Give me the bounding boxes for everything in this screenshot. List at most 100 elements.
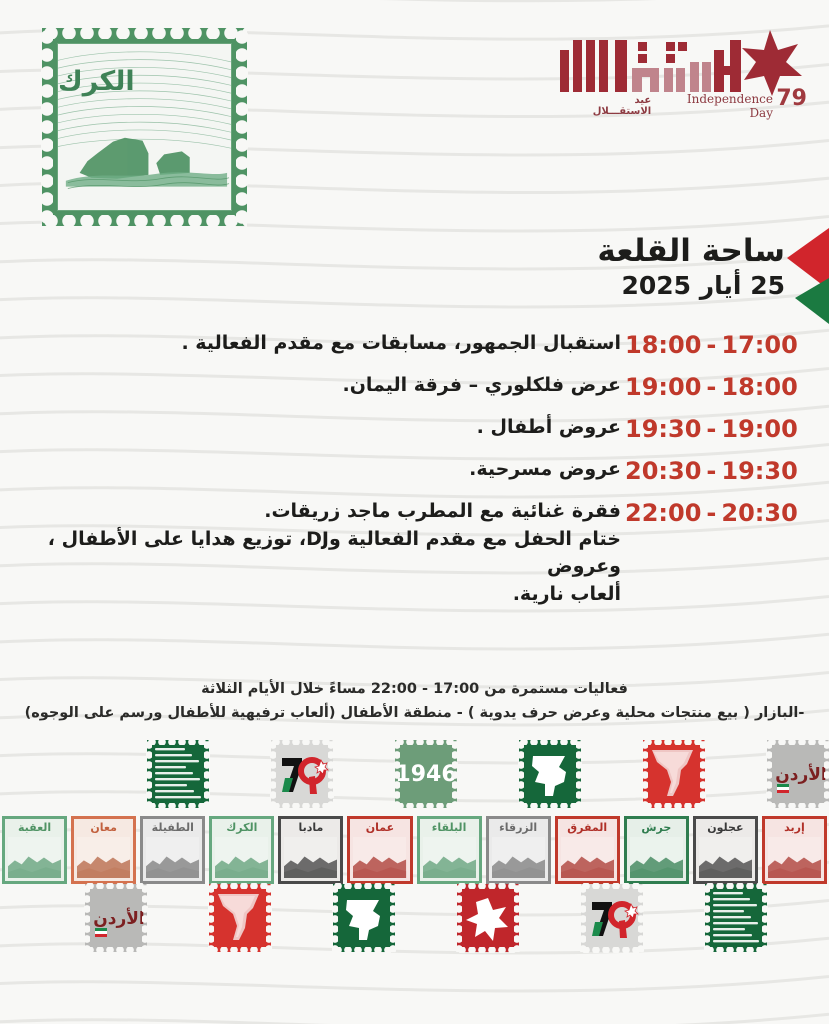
- city-stamp-label: مادبا: [298, 821, 324, 834]
- city-stamp: الزرقاء: [485, 816, 551, 884]
- strip-stamp-text-lines: [704, 883, 768, 953]
- calligraphy-lines-icon: [147, 740, 209, 808]
- city-stamp-label: البلقاء: [431, 821, 467, 834]
- city-photo-illustration: [77, 837, 131, 878]
- stamp-perforation: [85, 947, 147, 953]
- strip-stamp-keffiyeh-map: [642, 739, 706, 809]
- city-stamp-photo: [8, 837, 62, 878]
- jordan-wordmark-icon: الأردن: [767, 740, 829, 808]
- stamp-perforation: [204, 740, 210, 808]
- stamp-strip-gap: [457, 740, 519, 808]
- stamp-perforation: [394, 740, 400, 808]
- stamp-perforation: [705, 947, 767, 953]
- city-stamp-label: إربد: [784, 821, 805, 834]
- stamp-perforation: [147, 803, 209, 809]
- strip-stamp-body: [519, 740, 581, 808]
- stamp-perforation: [333, 883, 395, 889]
- schedule-time-start: 18:00: [721, 373, 798, 401]
- stamp-perforation: [271, 739, 333, 745]
- strip-stamp-keffiyeh-map: [208, 883, 272, 953]
- strip-stamp-body: 1946: [395, 740, 457, 808]
- city-stamp-photo: [629, 837, 683, 878]
- strip-stamp-jordan-word: الأردن: [84, 883, 148, 953]
- city-stamp-label: الطفيلة: [151, 821, 194, 834]
- logo-caption: Independence Day عيد الاستقـــلال: [573, 92, 773, 120]
- stamp-strip-gap: [705, 740, 767, 808]
- schedule-time-separator: -: [706, 457, 717, 485]
- schedule-description: عرض فلكلوري – فرقة اليمان.: [0, 372, 625, 400]
- stamp-perforation: [266, 884, 272, 952]
- strip-stamp-jordan-map: [518, 739, 582, 809]
- stamp-strip: الأردن 1946 إربد عجلون جرش المفرق الزرقاء البل…: [0, 739, 829, 990]
- city-stamp-photo: [77, 837, 131, 878]
- stamp-perforation: [519, 739, 581, 745]
- seventy-nine-emblem-icon: [581, 884, 643, 952]
- anniversary-number: 79: [776, 86, 807, 111]
- city-stamp: المفرق: [554, 816, 620, 884]
- stamp-perforation: [147, 739, 209, 745]
- schedule-description-line: فقرة غنائية مع المطرب ماجد زريقات.: [264, 500, 621, 522]
- stamp-strip-gap: [767, 884, 829, 952]
- stamp-strip-gap: [333, 740, 395, 808]
- city-stamp-photo: [284, 837, 338, 878]
- city-stamp: العقبة: [2, 816, 68, 884]
- venue-block: ساحة القلعة 25 أيار 2025: [365, 234, 785, 301]
- stamp-perforation-bottom: [42, 215, 247, 227]
- strip-stamp-seventy-nine: [270, 739, 334, 809]
- city-stamp: عجلون: [692, 816, 758, 884]
- stamp-perforation: [332, 884, 338, 952]
- schedule-row: 20:30-19:30 عروض مسرحية.: [0, 456, 798, 486]
- stamp-perforation: [333, 947, 395, 953]
- stamp-perforation: [270, 740, 276, 808]
- schedule-time-end: 20:30: [625, 457, 702, 485]
- city-photo-illustration: [698, 837, 752, 878]
- schedule-time: 19:30-19:00: [625, 414, 798, 444]
- stamp-perforation: [390, 884, 396, 952]
- independence-day-logo: [558, 28, 803, 120]
- city-stamp: البلقاء: [416, 816, 482, 884]
- calligraphy-lines-icon: [705, 884, 767, 952]
- schedule-description-line: عروض مسرحية.: [469, 458, 621, 480]
- city-stamp: مادبا: [278, 816, 344, 884]
- keffiyeh-map-icon: [643, 740, 705, 808]
- stamp-perforation: [576, 740, 582, 808]
- city-stamp: إربد: [761, 816, 827, 884]
- schedule-description-line: عروض أطفال .: [476, 416, 621, 438]
- strip-stamp-jordan-map: [332, 883, 396, 953]
- stamp-perforation: [643, 803, 705, 809]
- stamp-perforation: [581, 883, 643, 889]
- city-stamp: الكرك: [209, 816, 275, 884]
- stamp-perforation: [700, 740, 706, 808]
- city-stamp-label: معان: [90, 821, 117, 834]
- city-photo-illustration: [284, 837, 338, 878]
- city-stamp-photo: [215, 837, 269, 878]
- schedule-description-line: ألعاب نارية.: [512, 582, 621, 605]
- logo-caption-english: Independence Day: [686, 92, 773, 120]
- schedule-row: 19:30-19:00 عروض أطفال .: [0, 414, 798, 444]
- stamp-strip-bottom-row: الأردن: [0, 883, 829, 966]
- stamp-perforation: [328, 740, 334, 808]
- schedule-time-separator: -: [706, 373, 717, 401]
- jordan-wordmark-icon: الأردن: [85, 884, 147, 952]
- logo-caption-arabic: عيد الاستقـــلال: [592, 95, 652, 117]
- city-stamp: الطفيلة: [140, 816, 206, 884]
- stamp-perforation-top: [42, 27, 247, 39]
- stamp-strip-gap: [519, 884, 581, 952]
- strip-stamp-text-lines: [146, 739, 210, 809]
- stamp-perforation: [457, 883, 519, 889]
- stamp-perforation: [638, 884, 644, 952]
- stamp-perforation: [457, 947, 519, 953]
- city-photo-illustration: [8, 837, 62, 878]
- schedule-description-line: ختام الحفل مع مقدم الفعالية وDJ، توزيع ه…: [47, 527, 621, 578]
- city-photo-illustration: [146, 837, 200, 878]
- city-stamp-label: عجلون: [707, 821, 744, 834]
- strip-stamp-star: [456, 883, 520, 953]
- schedule-description: عروض أطفال .: [0, 414, 625, 442]
- city-photo-illustration: [560, 837, 614, 878]
- schedule-time-separator: -: [706, 499, 717, 527]
- stamp-perforation: [643, 739, 705, 745]
- stamp-perforation: [208, 884, 214, 952]
- strip-stamp-body: [457, 884, 519, 952]
- stamp-perforation: [705, 883, 767, 889]
- schedule-description: استقبال الجمهور، مسابقات مع مقدم الفعالي…: [0, 330, 625, 358]
